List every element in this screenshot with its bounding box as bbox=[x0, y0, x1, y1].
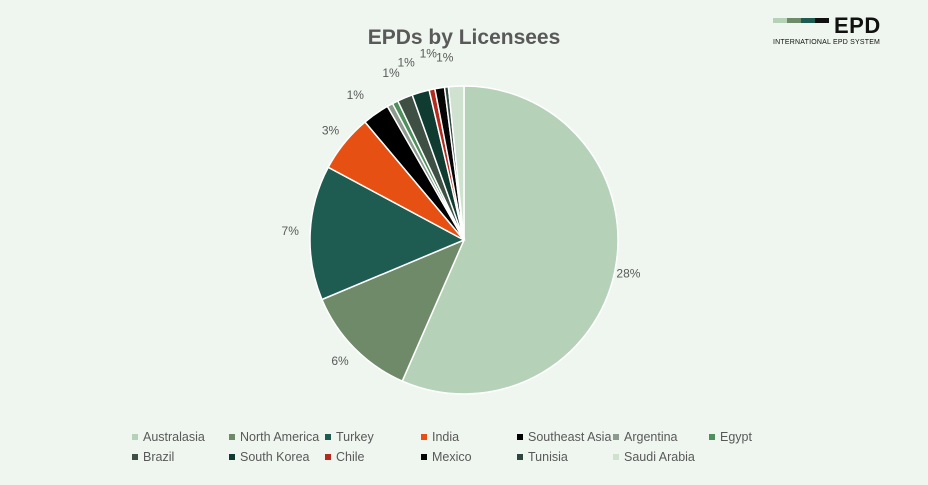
legend-swatch bbox=[709, 434, 715, 440]
logo-color-bars bbox=[773, 18, 829, 23]
data-label-south-korea: 1% bbox=[397, 56, 415, 70]
legend-swatch bbox=[517, 454, 523, 460]
legend-item: Mexico bbox=[421, 450, 472, 464]
legend-swatch bbox=[421, 454, 427, 460]
legend-swatch bbox=[229, 434, 235, 440]
legend-item: India bbox=[421, 430, 459, 444]
legend-swatch bbox=[613, 434, 619, 440]
data-label-north-america: 6% bbox=[331, 354, 349, 368]
legend-item: Chile bbox=[325, 450, 365, 464]
data-label-mexico: 1% bbox=[420, 47, 438, 61]
logo-subtitle: INTERNATIONAL EPD SYSTEM bbox=[773, 39, 881, 46]
logo-bar bbox=[787, 18, 801, 23]
chart-title: EPDs by Licensees bbox=[367, 26, 561, 49]
legend-label: Brazil bbox=[143, 450, 175, 464]
legend-item: Argentina bbox=[613, 430, 678, 444]
legend-label: Egypt bbox=[720, 430, 752, 444]
pie-slice-saudi-arabia bbox=[447, 85, 465, 241]
data-label-india: 3% bbox=[322, 124, 340, 138]
legend-label: Southeast Asia bbox=[528, 430, 612, 444]
legend-item: Tunisia bbox=[517, 450, 568, 464]
data-label-brazil: 1% bbox=[382, 66, 400, 80]
legend-swatch bbox=[132, 434, 138, 440]
legend-item: North America bbox=[229, 430, 319, 444]
legend-swatch bbox=[421, 434, 427, 440]
legend-item: Saudi Arabia bbox=[613, 450, 695, 464]
pie-slice-australasia bbox=[401, 85, 619, 395]
legend-swatch bbox=[325, 454, 331, 460]
legend-item: Southeast Asia bbox=[517, 430, 611, 444]
legend-label: Tunisia bbox=[528, 450, 568, 464]
legend-label: Saudi Arabia bbox=[624, 450, 695, 464]
legend-label: North America bbox=[240, 430, 320, 444]
legend-swatch bbox=[325, 434, 331, 440]
logo-wordmark: EPD bbox=[834, 13, 881, 38]
logo-bar bbox=[815, 18, 829, 23]
legend-label: Australasia bbox=[143, 430, 205, 444]
pie-slice-turkey bbox=[309, 166, 466, 301]
logo-bar bbox=[773, 18, 787, 23]
legend-swatch bbox=[132, 454, 138, 460]
epd-logo: EPD INTERNATIONAL EPD SYSTEM bbox=[773, 13, 883, 49]
legend-label: India bbox=[432, 430, 460, 444]
legend-label: South Korea bbox=[240, 450, 310, 464]
logo-bar bbox=[801, 18, 815, 23]
data-label-australasia: 28% bbox=[616, 267, 640, 281]
legend-item: Egypt bbox=[709, 430, 752, 444]
legend-label: Argentina bbox=[624, 430, 678, 444]
legend-swatch bbox=[517, 434, 523, 440]
data-label-southeast-asia: 1% bbox=[347, 88, 365, 102]
legend-item: Turkey bbox=[325, 430, 374, 444]
legend-swatch bbox=[229, 454, 235, 460]
legend-swatch bbox=[613, 454, 619, 460]
data-label-turkey: 7% bbox=[282, 224, 300, 238]
legend-label: Mexico bbox=[432, 450, 472, 464]
legend-label: Turkey bbox=[336, 430, 374, 444]
data-label-saudi-arabia: 1% bbox=[436, 50, 454, 64]
legend-label: Chile bbox=[336, 450, 365, 464]
legend-item: Brazil bbox=[132, 450, 174, 464]
pie-slice-north-america bbox=[320, 238, 466, 383]
legend-item: South Korea bbox=[229, 450, 310, 464]
legend-item: Australasia bbox=[132, 430, 205, 444]
